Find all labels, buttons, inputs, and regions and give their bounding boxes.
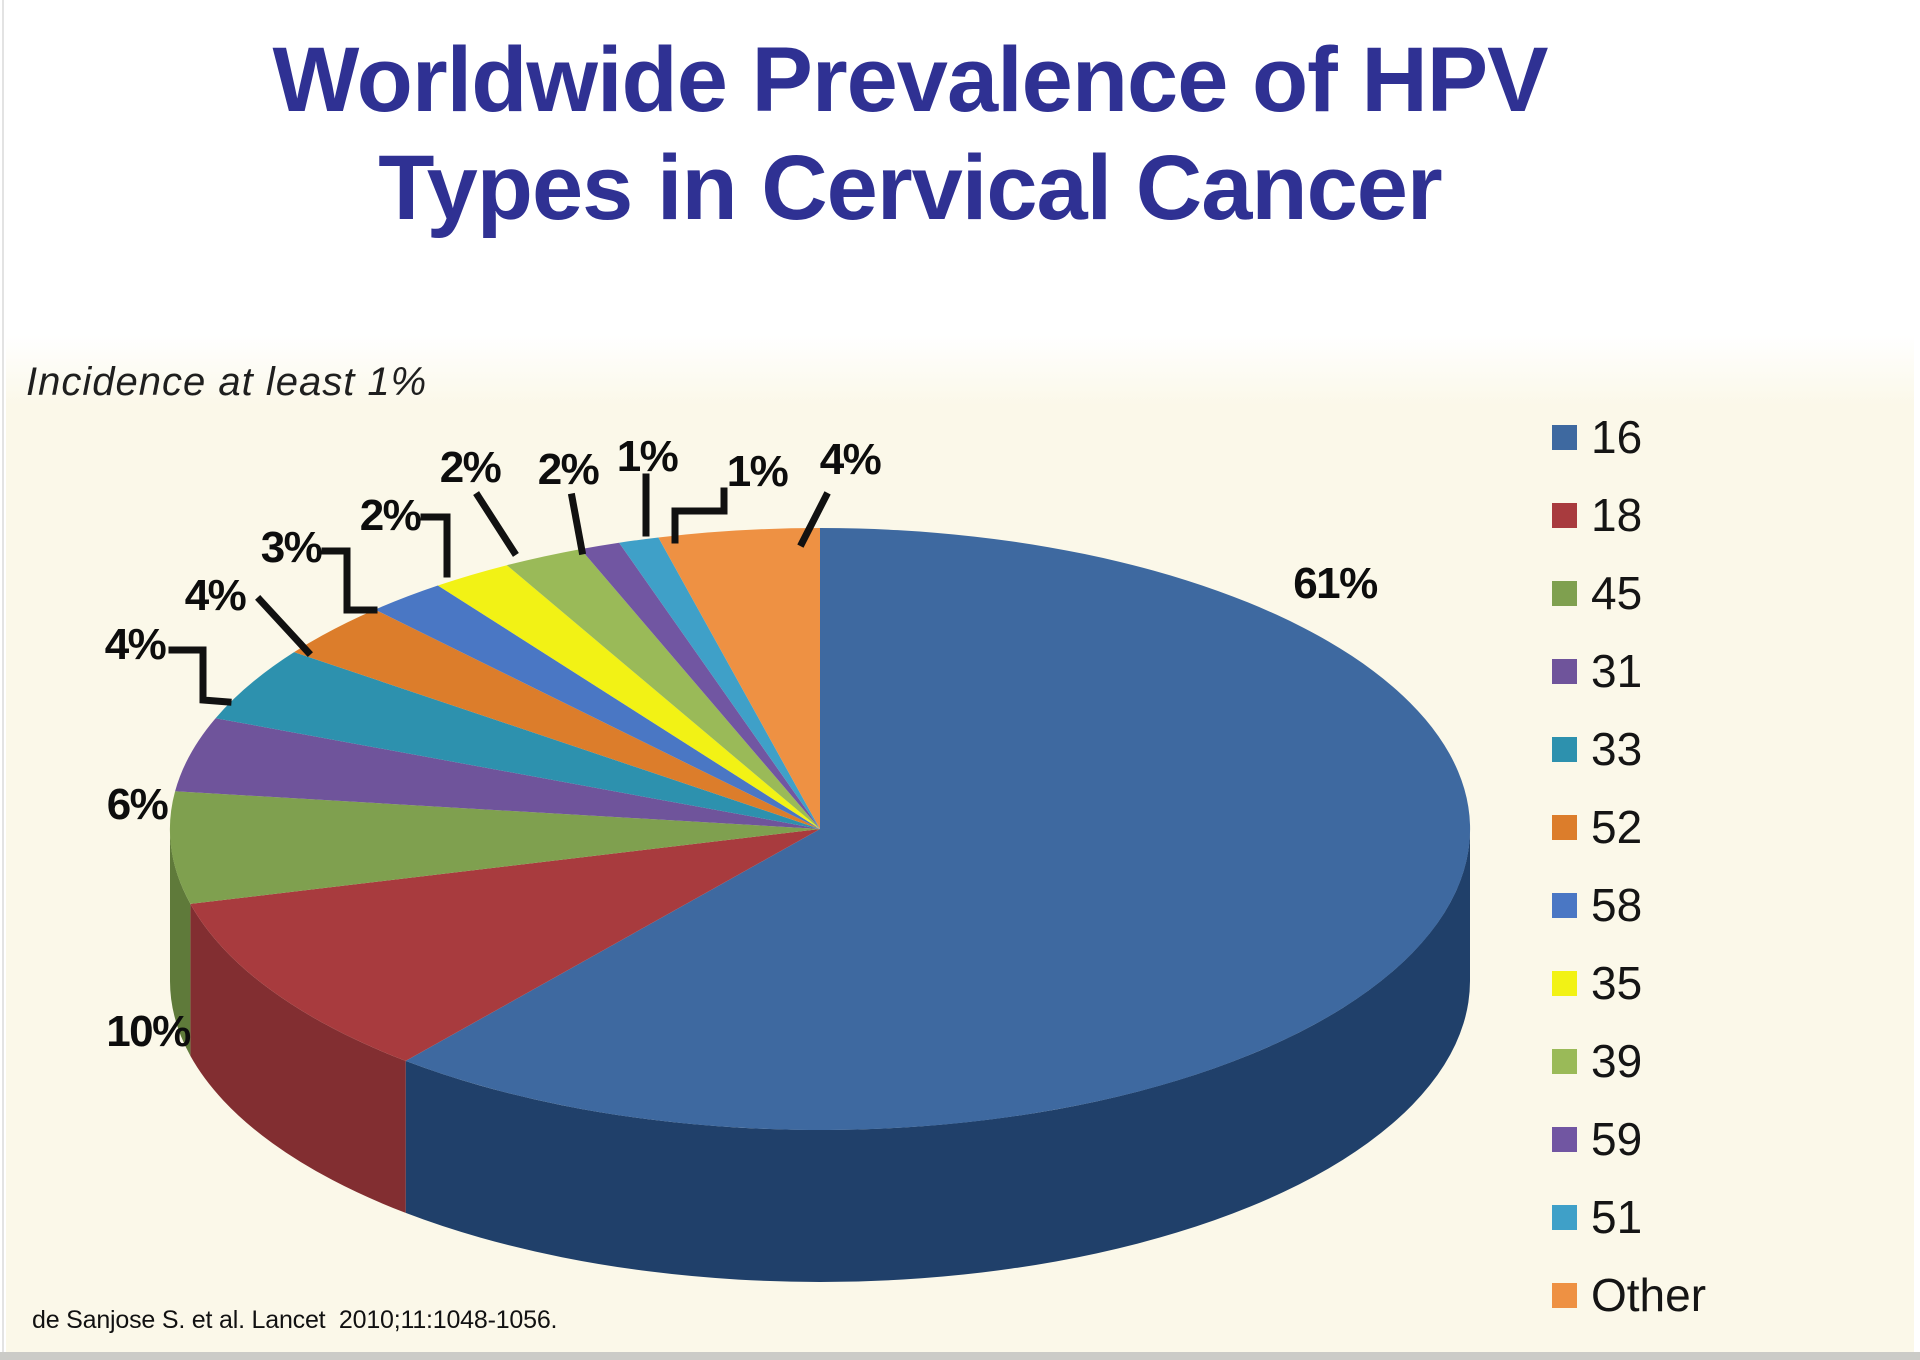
legend-label-18: 18 [1591, 489, 1643, 541]
pct-label-39: 2% [537, 445, 600, 494]
legend-item-45: 45 [1552, 568, 1642, 618]
left-edge-line [2, 0, 4, 1360]
pct-label-16: 61% [1293, 559, 1378, 608]
pct-label-59: 1% [616, 432, 679, 481]
legend-item-58: 58 [1552, 880, 1642, 930]
legend-item-Other: Other [1552, 1270, 1706, 1320]
slide-title: Worldwide Prevalence of HPV Types in Cer… [0, 26, 1820, 242]
pct-label-18: 10% [106, 1007, 191, 1056]
pct-label-58: 2% [359, 491, 422, 540]
legend-swatch-35 [1552, 970, 1577, 996]
legend-swatch-59 [1552, 1126, 1577, 1152]
legend-label-58: 58 [1591, 879, 1643, 931]
legend-label-59: 59 [1591, 1113, 1643, 1165]
legend-label-31: 31 [1591, 645, 1643, 697]
legend-label-52: 52 [1591, 801, 1643, 853]
legend-swatch-52 [1552, 814, 1577, 840]
legend-item-18: 18 [1552, 490, 1642, 540]
legend-label-16: 16 [1591, 411, 1643, 463]
slide-title-line1: Worldwide Prevalence of HPV [272, 29, 1548, 131]
legend-item-59: 59 [1552, 1114, 1642, 1164]
legend-label-39: 39 [1591, 1035, 1643, 1087]
legend-label-33: 33 [1591, 723, 1643, 775]
pct-label-31: 4% [104, 620, 167, 669]
pct-label-Other: 4% [819, 435, 882, 484]
legend-item-51: 51 [1552, 1192, 1642, 1242]
pct-label-33: 4% [184, 571, 247, 620]
pct-label-52: 3% [260, 523, 323, 572]
legend-swatch-45 [1552, 580, 1577, 606]
legend-item-31: 31 [1552, 646, 1642, 696]
legend-item-35: 35 [1552, 958, 1642, 1008]
legend-label-35: 35 [1591, 957, 1643, 1009]
legend-swatch-31 [1552, 658, 1577, 684]
legend-swatch-Other [1552, 1282, 1577, 1308]
legend-label-51: 51 [1591, 1191, 1643, 1243]
bottom-strip [0, 1352, 1920, 1360]
legend-swatch-33 [1552, 736, 1577, 762]
legend-item-52: 52 [1552, 802, 1642, 852]
legend-swatch-39 [1552, 1048, 1577, 1074]
pct-label-45: 6% [106, 780, 169, 829]
legend-swatch-18 [1552, 502, 1577, 528]
pct-label-51: 1% [726, 447, 789, 496]
legend-item-33: 33 [1552, 724, 1642, 774]
legend-item-39: 39 [1552, 1036, 1642, 1086]
chart-annotation: Incidence at least 1% [26, 360, 428, 404]
pct-label-35: 2% [439, 443, 502, 492]
legend-swatch-16 [1552, 424, 1577, 450]
legend-label-45: 45 [1591, 567, 1643, 619]
legend-swatch-58 [1552, 892, 1577, 918]
legend-swatch-51 [1552, 1204, 1577, 1230]
source-citation: de Sanjose S. et al. Lancet 2010;11:1048… [32, 1306, 558, 1334]
slide-title-line2: Types in Cervical Cancer [378, 137, 1442, 239]
legend-item-16: 16 [1552, 412, 1642, 462]
legend-label-Other: Other [1591, 1269, 1707, 1321]
